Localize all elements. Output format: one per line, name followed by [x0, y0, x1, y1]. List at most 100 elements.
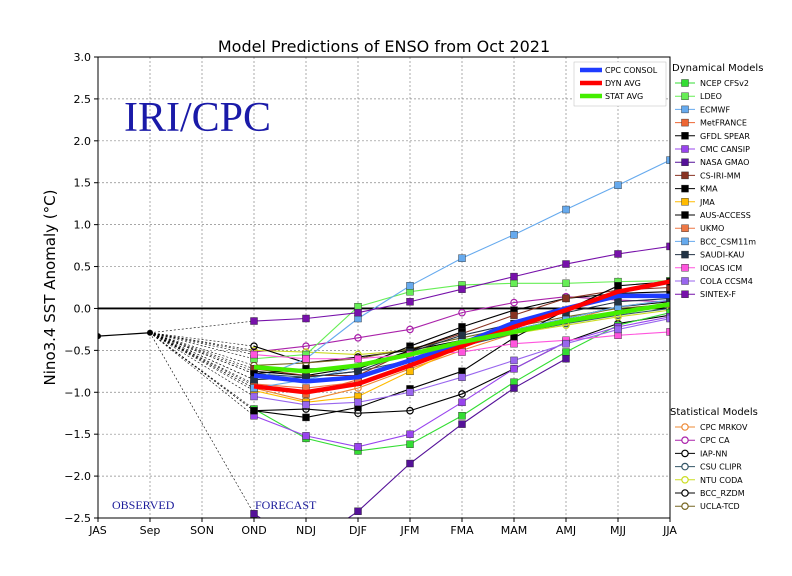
statistical-legend-label: UCLA-TCD	[700, 502, 740, 511]
dynamical-series-point	[354, 507, 362, 515]
dynamical-legend-marker	[681, 132, 689, 140]
dynamical-series-point	[510, 279, 518, 288]
statistical-series-point	[458, 308, 466, 317]
observed-label: OBSERVED	[112, 498, 175, 512]
dynamical-series-point	[406, 388, 414, 396]
dynamical-legend-label: JMA	[699, 198, 715, 207]
dynamical-series-point	[562, 260, 570, 268]
statistical-series-point	[406, 325, 414, 334]
dynamical-legend-marker	[681, 158, 689, 166]
statistical-legend-marker	[681, 423, 689, 431]
y-tick-label: 1.0	[74, 219, 92, 232]
x-tick-label: NDJ	[296, 524, 316, 537]
dynamical-legend-marker	[681, 118, 689, 127]
dynamical-legend-marker	[681, 237, 689, 246]
statistical-legend-marker	[681, 475, 689, 484]
dynamical-series-point	[666, 283, 670, 292]
dynamical-series-point	[458, 420, 466, 428]
dynamical-legend-label: SAUDI-KAU	[700, 251, 745, 260]
dynamical-series-connector	[149, 320, 255, 334]
dynamical-series-point	[302, 355, 310, 363]
dynamical-legend-label: MetFRANCE	[700, 119, 747, 128]
dynamical-series-connector	[149, 332, 255, 372]
dynamical-series-point	[458, 285, 466, 293]
dynamical-legend-label: LDEO	[700, 92, 722, 101]
dynamical-series-connector	[149, 332, 255, 411]
dynamical-series-point	[458, 412, 466, 420]
dynamical-series-connector	[149, 332, 255, 385]
dynamical-legend-marker	[681, 105, 689, 114]
x-tick-label: MJJ	[610, 524, 626, 537]
dynamical-series-point	[250, 510, 258, 518]
dynamical-series-point	[562, 348, 570, 356]
x-tick-label: MAM	[501, 524, 528, 537]
dynamical-legend-label: COLA CCSM4	[700, 277, 753, 286]
x-tick-label: SON	[190, 524, 214, 537]
dynamical-series-point	[562, 355, 570, 363]
plot-frame	[97, 56, 671, 519]
dynamical-series-connector	[149, 332, 255, 380]
dynamical-legend-label: ECMWF	[700, 105, 730, 114]
dynamical-series-point	[406, 440, 414, 448]
dynamical-series-point	[458, 373, 466, 381]
y-tick-label: 1.5	[74, 177, 92, 190]
y-tick-label: −1.5	[64, 428, 91, 441]
dynamical-legend-label: CS-IRI-MM	[700, 171, 741, 180]
dynamical-series-point	[562, 279, 570, 288]
dynamical-series-point	[510, 230, 518, 239]
chart-title: Model Predictions of ENSO from Oct 2021	[218, 37, 550, 56]
dynamical-legend-label: IOCAS ICM	[700, 264, 742, 273]
observed-point	[98, 333, 101, 340]
dynamical-legend-label: SINTEX-F	[700, 290, 736, 299]
dynamical-series-point	[614, 282, 622, 290]
dynamical-series-connector	[149, 332, 255, 360]
statistical-series-point	[250, 342, 258, 350]
x-tick-label: OND	[241, 524, 266, 537]
dynamical-legend-marker	[681, 250, 689, 259]
y-axis-label: Nino3.4 SST Anomaly (°C)	[41, 190, 59, 386]
dynamical-legend-marker	[681, 79, 689, 87]
dynamical-series-point	[666, 314, 670, 323]
dynamical-series-point	[666, 242, 670, 251]
dynamical-legend-marker	[681, 145, 689, 153]
dynamical-series-point	[406, 367, 414, 376]
dynamical-legend-marker	[681, 211, 689, 219]
dynamical-legend-marker	[681, 184, 689, 193]
dynamical-series-connector	[149, 332, 255, 397]
statistical-series-line	[253, 314, 670, 414]
dynamical-legend-title: Dynamical Models	[672, 63, 764, 74]
dynamical-legend-marker	[681, 224, 689, 232]
statistical-legend-label: IAP-NN	[700, 449, 727, 458]
statistical-legend-marker	[681, 489, 689, 497]
statistical-legend-label: NTU CODA	[700, 476, 743, 485]
dynamical-series-point	[666, 287, 670, 296]
dynamical-series-point	[302, 314, 310, 323]
dynamical-series-point	[302, 401, 310, 409]
statistical-legend-title: Statistical Models	[670, 407, 758, 418]
observed-line	[98, 332, 151, 337]
statistical-legend-label: CSU CLIPR	[700, 463, 742, 472]
dynamical-series-point	[562, 205, 570, 214]
dynamical-series-point	[510, 272, 518, 281]
dynamical-series-point	[666, 328, 670, 336]
dynamical-series-point	[354, 355, 362, 363]
dynamical-series-point	[666, 294, 670, 303]
x-tick-label: JAS	[88, 524, 107, 537]
dynamical-series-point	[510, 356, 518, 365]
statistical-legend-label: CPC MRKOV	[700, 423, 748, 432]
statistical-legend-marker	[681, 462, 689, 471]
dynamical-series-point	[510, 311, 518, 319]
dynamical-legend-label: UKMO	[700, 224, 724, 233]
dynamical-series-point	[354, 398, 362, 407]
dynamical-series-point	[562, 339, 570, 348]
statistical-series-connector	[149, 332, 255, 347]
top-legend-label: CPC CONSOL	[605, 66, 658, 75]
y-tick-label: 2.5	[74, 93, 92, 106]
dynamical-series-point	[302, 413, 310, 422]
dynamical-legend-label: GFDL SPEAR	[700, 132, 750, 141]
x-tick-label: Sep	[140, 524, 161, 537]
y-tick-label: 0.5	[74, 261, 92, 274]
dynamical-series-point	[458, 254, 466, 262]
dynamical-series-point	[354, 308, 362, 317]
forecast-label: FORECAST	[255, 498, 317, 512]
